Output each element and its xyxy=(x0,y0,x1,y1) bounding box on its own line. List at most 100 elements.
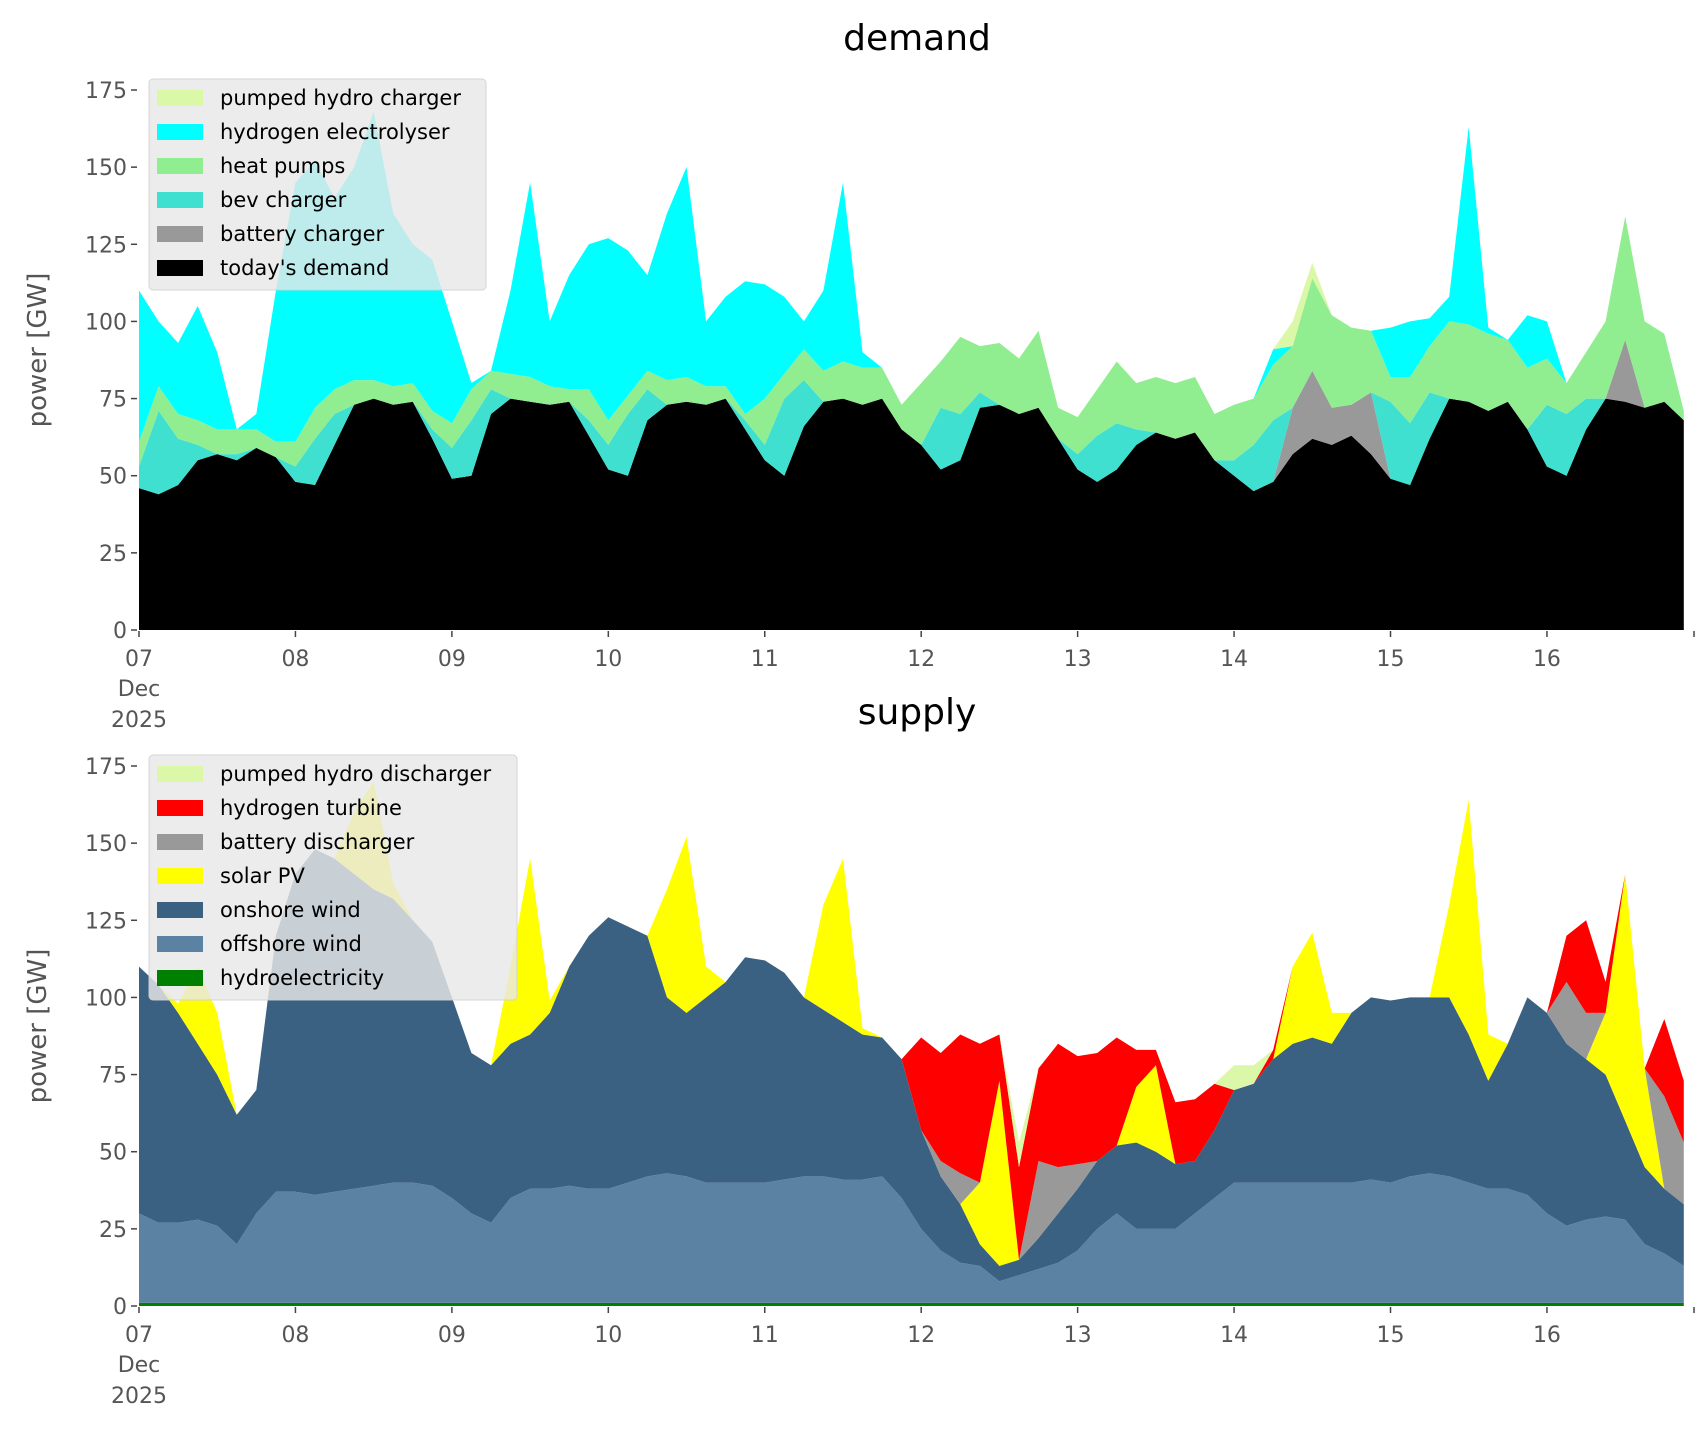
demand-legend: pumped hydro charger hydrogen electrolyse… xyxy=(148,78,487,291)
demand-title: demand xyxy=(843,18,991,59)
legend-label: pumped hydro charger xyxy=(220,86,461,110)
y-tick-label: 0 xyxy=(113,619,127,644)
legend-item-today-s-demand: today's demand xyxy=(157,256,389,280)
supply-title: supply xyxy=(858,692,977,733)
x-tick-label: 15 xyxy=(1377,1323,1405,1348)
x-tick-label: 12 xyxy=(907,1323,935,1348)
legend-label: hydrogen turbine xyxy=(220,796,402,820)
legend-label: today's demand xyxy=(220,256,389,280)
area-onshore-wind xyxy=(139,849,1684,1282)
area-hydroelectricity xyxy=(139,1302,1684,1306)
legend-box xyxy=(148,78,487,291)
legend-item-hydrogen-electrolyser: hydrogen electrolyser xyxy=(157,120,450,144)
legend-item-pumped-hydro-charger: pumped hydro charger xyxy=(157,86,461,110)
y-tick-label: 150 xyxy=(85,832,127,857)
supply-panel: 0 25 50 75 100 125 150 175 07 08 09 10 11 12 13 14 15 16 D… xyxy=(23,692,1695,1409)
y-tick-label: 175 xyxy=(85,79,127,104)
x-tick-label: 15 xyxy=(1377,647,1405,672)
legend-swatch xyxy=(157,90,203,106)
legend-box xyxy=(148,754,518,1001)
legend-swatch xyxy=(157,124,203,140)
legend-item-onshore-wind: onshore wind xyxy=(157,898,361,922)
area-heat-pumps xyxy=(139,216,1684,467)
legend-swatch xyxy=(157,766,203,782)
legend-swatch xyxy=(157,158,203,174)
area-battery-charger xyxy=(139,339,1684,495)
area-bev-charger xyxy=(139,339,1684,495)
x-tick-label: 08 xyxy=(281,647,309,672)
legend-item-hydroelectricity: hydroelectricity xyxy=(157,966,384,990)
x-tick-label: 07 xyxy=(125,647,153,672)
supply-ylabel: power [GW] xyxy=(23,949,53,1104)
x-tick-year: 2025 xyxy=(111,708,167,733)
y-tick-label: 100 xyxy=(85,310,127,335)
y-tick-label: 125 xyxy=(85,233,127,258)
area-offshore-wind xyxy=(139,1173,1684,1303)
legend-item-battery-charger: battery charger xyxy=(157,222,385,246)
x-tick-label: 08 xyxy=(281,1323,309,1348)
legend-swatch xyxy=(157,902,203,918)
legend-item-pumped-hydro-discharger: pumped hydro discharger xyxy=(157,762,491,786)
legend-label: battery discharger xyxy=(220,830,415,854)
legend-swatch xyxy=(157,834,203,850)
y-tick-label: 75 xyxy=(99,388,127,413)
y-tick-label: 125 xyxy=(85,909,127,934)
legend-label: heat pumps xyxy=(220,154,345,178)
y-tick-label: 0 xyxy=(113,1295,127,1320)
y-tick-label: 25 xyxy=(99,542,127,567)
y-tick-label: 50 xyxy=(99,1141,127,1166)
legend-swatch xyxy=(157,800,203,816)
x-tick-month: Dec xyxy=(118,1353,161,1378)
x-tick-label: 14 xyxy=(1220,647,1248,672)
legend-label: onshore wind xyxy=(220,898,361,922)
x-tick-label: 11 xyxy=(751,647,779,672)
legend-item-offshore-wind: offshore wind xyxy=(157,932,362,956)
legend-item-hydrogen-turbine: hydrogen turbine xyxy=(157,796,402,820)
legend-swatch xyxy=(157,192,203,208)
area-hydrogen-electrolyser xyxy=(139,111,1684,442)
legend-label: bev charger xyxy=(220,188,347,212)
demand-ylabel: power [GW] xyxy=(23,273,53,428)
x-tick-label: 12 xyxy=(907,647,935,672)
x-tick-year: 2025 xyxy=(111,1384,167,1409)
legend-item-heat-pumps: heat pumps xyxy=(157,154,345,178)
legend-swatch xyxy=(157,226,203,242)
legend-item-solar-pv: solar PV xyxy=(157,864,305,888)
x-tick-label: 11 xyxy=(751,1323,779,1348)
legend-label: pumped hydro discharger xyxy=(220,762,491,786)
demand-panel: 0 25 50 75 100 125 150 175 07 08 09 10 11 12 13 14 15 16 D… xyxy=(23,18,1695,733)
legend-label: offshore wind xyxy=(220,932,362,956)
x-tick-label: 13 xyxy=(1064,647,1092,672)
x-tick-label: 09 xyxy=(438,1323,466,1348)
y-tick-label: 150 xyxy=(85,156,127,181)
y-tick-label: 25 xyxy=(99,1218,127,1243)
legend-item-battery-discharger: battery discharger xyxy=(157,830,415,854)
area-today-s-demand xyxy=(139,398,1684,630)
y-tick-label: 175 xyxy=(85,755,127,780)
x-tick-label: 16 xyxy=(1533,647,1561,672)
supply-axes: 0 25 50 75 100 125 150 175 07 08 09 10 11 12 13 14 15 16 D… xyxy=(85,755,1695,1409)
x-tick-label: 10 xyxy=(594,1323,622,1348)
supply-areas xyxy=(139,781,1684,1306)
y-tick-label: 100 xyxy=(85,986,127,1011)
x-tick-label: 09 xyxy=(438,647,466,672)
legend-label: hydrogen electrolyser xyxy=(220,120,450,144)
x-tick-label: 10 xyxy=(594,647,622,672)
legend-swatch xyxy=(157,970,203,986)
demand-axes: 0 25 50 75 100 125 150 175 07 08 09 10 11 12 13 14 15 16 D… xyxy=(85,79,1695,733)
x-tick-label: 07 xyxy=(125,1323,153,1348)
legend-label: hydroelectricity xyxy=(220,966,384,990)
x-tick-label: 14 xyxy=(1220,1323,1248,1348)
demand-areas xyxy=(139,111,1684,630)
x-tick-label: 13 xyxy=(1064,1323,1092,1348)
legend-label: battery charger xyxy=(220,222,385,246)
supply-legend: pumped hydro discharger hydrogen turbine b… xyxy=(148,754,518,1001)
legend-swatch xyxy=(157,936,203,952)
area-solar-pv xyxy=(139,781,1684,1266)
x-tick-month: Dec xyxy=(118,677,161,702)
y-tick-label: 75 xyxy=(99,1064,127,1089)
legend-label: solar PV xyxy=(220,864,305,888)
x-tick-label: 16 xyxy=(1533,1323,1561,1348)
legend-swatch xyxy=(157,868,203,884)
